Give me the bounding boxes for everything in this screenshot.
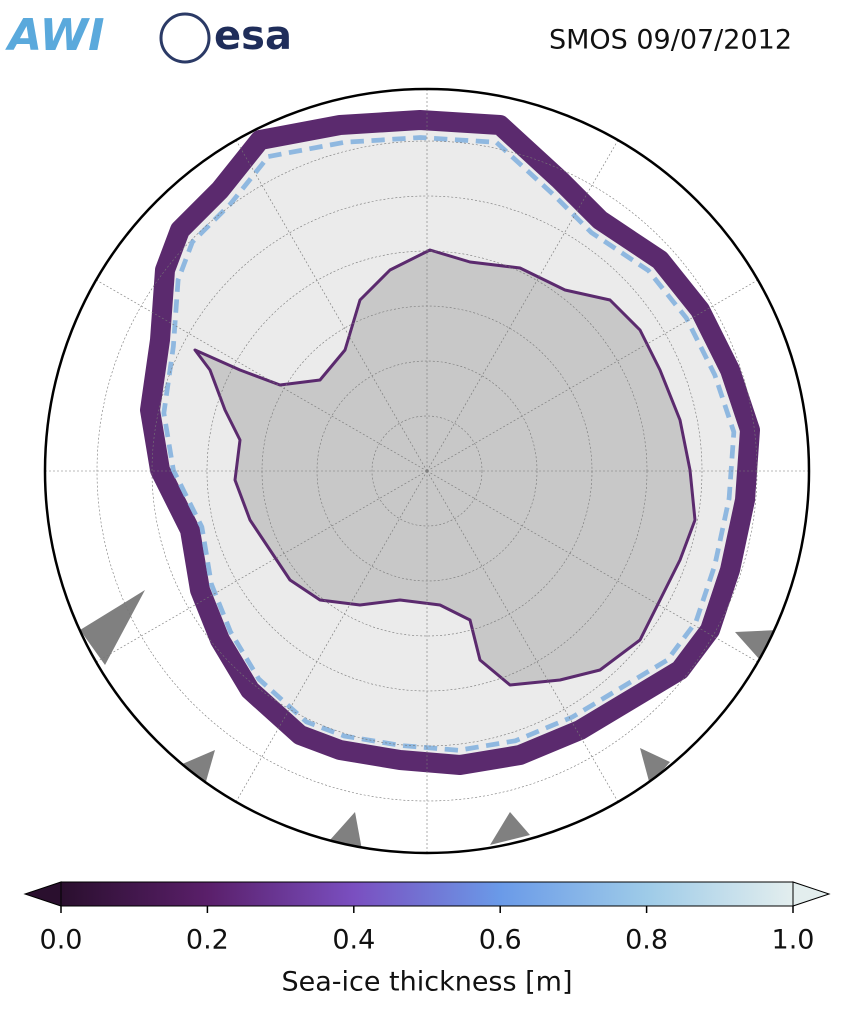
colorbar: 0.0 0.2 0.4 0.6 0.8 1.0 (23, 881, 831, 956)
land (330, 812, 362, 850)
map-title: SMOS 09/07/2012 (549, 25, 792, 56)
awi-logo: AWI (5, 10, 105, 61)
colorbar-tick-label: 0.8 (625, 925, 668, 956)
map-frame (43, 87, 811, 855)
esa-logo: esa (214, 13, 292, 59)
map (45, 89, 809, 853)
colorbar-bar (60, 881, 794, 907)
land (640, 748, 670, 785)
colorbar-tick-label: 0.4 (332, 925, 375, 956)
graticule (45, 89, 809, 853)
esa-emblem (159, 12, 211, 64)
land (180, 750, 215, 785)
longitude-line (426, 470, 765, 667)
antarctica (193, 248, 697, 687)
colorbar-tick-label: 1.0 (772, 925, 815, 956)
land (490, 812, 530, 845)
longitude-line (89, 275, 428, 472)
longitude-line (231, 470, 428, 809)
colorbar-tick-label: 0.6 (479, 925, 522, 956)
longitude-line (426, 275, 765, 472)
colorbar-extend-low (23, 881, 62, 907)
latitude-line (371, 415, 483, 527)
colorbar-extend-high (792, 881, 831, 907)
land (735, 630, 778, 660)
colorbar-tick-label: 0.2 (186, 925, 229, 956)
land (80, 590, 145, 665)
longitude-line (89, 470, 428, 667)
longitude-line (426, 133, 623, 472)
colorbar-tick-label: 0.0 (40, 925, 83, 956)
longitude-line (426, 470, 623, 809)
colorbar-label: Sea-ice thickness [m] (281, 967, 572, 998)
longitude-line (231, 133, 428, 472)
latitude-line (151, 195, 703, 747)
